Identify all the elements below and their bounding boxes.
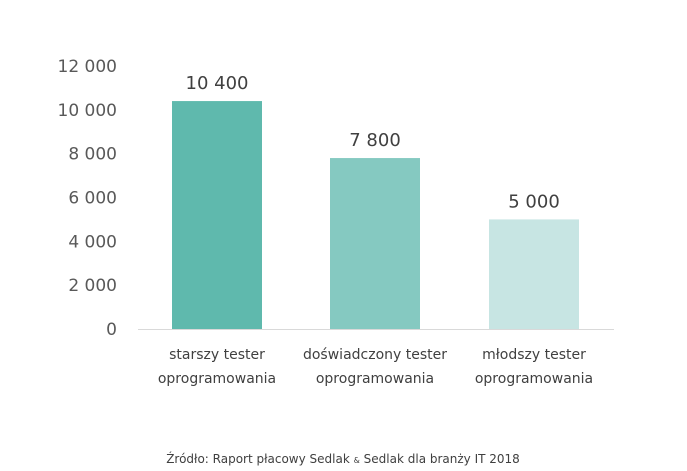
category-label: oprogramowania [316,371,434,387]
category-label: starszy tester [169,347,265,363]
y-tick-label: 12 000 [58,57,117,77]
data-label: 5 000 [508,191,560,212]
y-tick-label: 10 000 [58,101,117,121]
category-label: młodszy tester [482,347,586,363]
y-tick-label: 0 [106,320,117,340]
bar [330,158,420,329]
bar [172,101,262,329]
source-note: Źródło: Raport płacowy Sedlak & Sedlak d… [166,451,520,466]
data-labels-group: 10 400 7 800 5 000 [186,73,560,212]
data-label: 7 800 [349,130,401,151]
bar [489,219,579,329]
category-label: oprogramowania [475,371,593,387]
y-axis: 0 2 000 4 000 6 000 8 000 10 000 12 000 [58,57,117,340]
category-label: doświadczony tester [303,347,447,363]
data-label: 10 400 [186,73,249,94]
y-tick-label: 2 000 [68,276,117,296]
bars-group [172,101,579,329]
y-tick-label: 8 000 [68,145,117,165]
y-tick-label: 6 000 [68,189,117,209]
y-tick-label: 4 000 [68,232,117,252]
category-label: oprogramowania [158,371,276,387]
category-labels-group: starszy tester oprogramowania doświadczony… [158,347,593,387]
